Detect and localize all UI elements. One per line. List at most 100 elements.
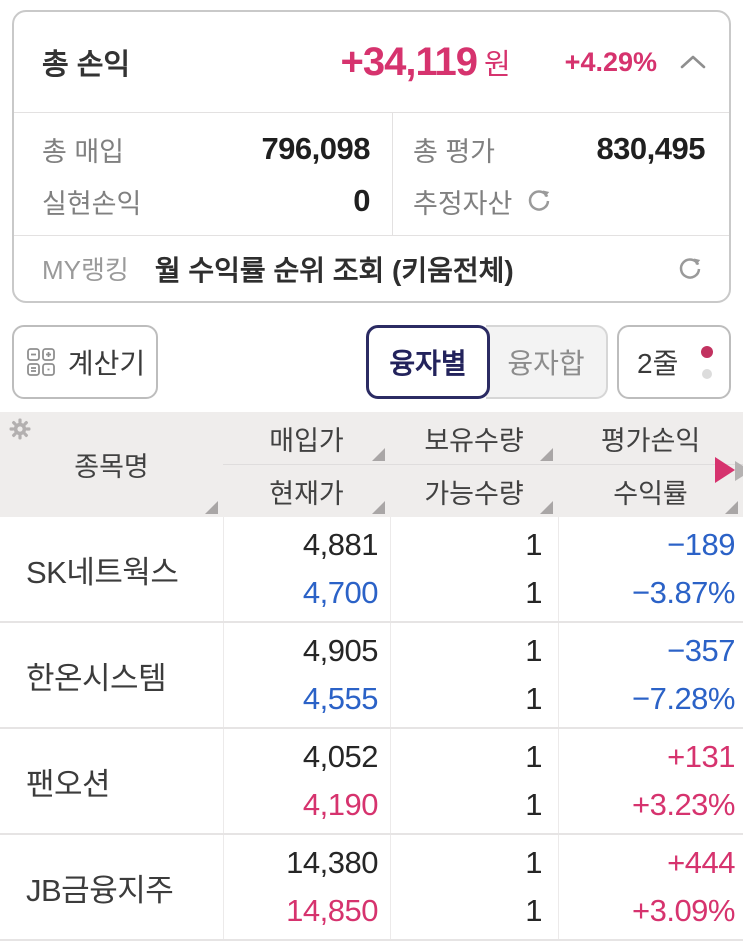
divider <box>14 112 729 113</box>
hold-qty: 1 <box>525 739 542 774</box>
total-eval-line: 총 평가 830,495 <box>413 123 705 175</box>
tab-loan-total[interactable]: 융자합 <box>486 325 608 399</box>
avail-qty: 1 <box>525 893 542 928</box>
hold-qty: 1 <box>525 845 542 880</box>
header-return-rate[interactable]: 수익률 <box>558 465 743 517</box>
sort-indicator-icon <box>372 448 385 461</box>
refresh-icon[interactable] <box>524 186 554 216</box>
pl-cell: −357 −7.28% <box>558 623 743 727</box>
buy-price: 14,380 <box>286 845 378 880</box>
pl-cell: −189 −3.87% <box>558 517 743 621</box>
table-row[interactable]: 팬오션 4,052 4,190 1 1 +131 +3.23% <box>0 729 743 835</box>
holdings-table-body: SK네트웍스 4,881 4,700 1 1 −189 −3.87% 한온시스템… <box>0 517 743 948</box>
current-price: 4,555 <box>302 681 379 716</box>
row-dots-icon <box>701 345 713 379</box>
header-stock-name-label: 종목명 <box>74 452 149 482</box>
header-current-price[interactable]: 현재가 <box>223 465 390 517</box>
est-asset-line: 추정자산 <box>413 175 705 227</box>
total-buy-value: 796,098 <box>261 131 370 166</box>
pl-cell: +444 +3.09% <box>558 835 743 939</box>
realized-pl-label: 실현손익 <box>42 188 142 219</box>
summary-grid: 총 매입 796,098 실현손익 0 총 평가 830,495 추정자산 <box>14 113 729 235</box>
loan-view-segmented-control: 융자별 융자합 <box>366 325 608 399</box>
hold-qty: 1 <box>525 527 542 562</box>
sort-indicator-icon <box>372 501 385 514</box>
realized-pl-value: 0 <box>353 183 370 218</box>
total-pl-percent: +4.29% <box>564 46 657 77</box>
header-pl-column: 평가손익 수익률 <box>558 412 743 517</box>
buy-price: 4,052 <box>302 739 379 774</box>
eval-pl: −357 <box>667 633 735 668</box>
calculator-icon <box>25 346 57 378</box>
scroll-more-columns-icon[interactable] <box>715 457 735 483</box>
return-rate: −3.87% <box>631 575 736 610</box>
refresh-icon[interactable] <box>675 254 705 284</box>
total-pl-value: +34,119 <box>340 39 477 84</box>
scroll-more-columns-gray-icon <box>735 461 743 481</box>
next-row-sliver <box>0 941 743 948</box>
sort-indicator-icon <box>540 501 553 514</box>
header-eval-pl-label: 평가손익 <box>600 425 701 456</box>
stock-name: SK네트웍스 <box>26 554 179 590</box>
header-price-column: 매입가 현재가 <box>223 412 390 517</box>
header-current-price-label: 현재가 <box>269 478 344 509</box>
eval-pl: −189 <box>667 527 735 562</box>
gear-icon[interactable] <box>8 417 32 441</box>
my-ranking-title: 월 수익률 순위 조회 (키움전체) <box>154 254 514 286</box>
summary-right-column: 총 평가 830,495 추정자산 <box>392 113 729 235</box>
return-rate: −7.28% <box>631 681 736 716</box>
eval-pl: +131 <box>667 739 735 774</box>
total-eval-value: 830,495 <box>596 131 705 166</box>
avail-qty: 1 <box>525 575 542 610</box>
avail-qty: 1 <box>525 787 542 822</box>
eval-pl: +444 <box>667 845 735 880</box>
header-stock-name[interactable]: 종목명 <box>0 412 223 517</box>
sort-indicator-icon <box>205 501 218 514</box>
price-cell: 4,905 4,555 <box>223 623 390 727</box>
price-cell: 14,380 14,850 <box>223 835 390 939</box>
return-rate: +3.09% <box>631 893 736 928</box>
header-avail-qty-label: 가능수량 <box>424 478 524 509</box>
total-buy-line: 총 매입 796,098 <box>42 123 370 175</box>
stock-name: 한온시스템 <box>26 660 167 696</box>
total-pl-row[interactable]: 총 손익 +34,119 원 +4.29% <box>14 12 729 112</box>
quantity-cell: 1 1 <box>390 623 558 727</box>
total-pl-label: 총 손익 <box>42 49 131 81</box>
summary-left-column: 총 매입 796,098 실현손익 0 <box>14 113 392 235</box>
header-eval-pl[interactable]: 평가손익 <box>558 412 743 465</box>
stock-name: 팬오션 <box>26 766 111 802</box>
table-row[interactable]: JB금융지주 14,380 14,850 1 1 +444 +3.09% <box>0 835 743 941</box>
summary-card: 총 손익 +34,119 원 +4.29% 총 매입 796,098 실현손익 … <box>12 10 731 303</box>
toolbar-spacer <box>158 325 366 399</box>
stock-name: JB금융지주 <box>26 872 174 908</box>
pl-cell: +131 +3.23% <box>558 729 743 833</box>
table-row[interactable]: 한온시스템 4,905 4,555 1 1 −357 −7.28% <box>0 623 743 729</box>
est-asset-label: 추정자산 <box>413 188 513 219</box>
buy-price: 4,881 <box>302 527 379 562</box>
price-cell: 4,881 4,700 <box>223 517 390 621</box>
buy-price: 4,905 <box>302 633 379 668</box>
calculator-button[interactable]: 계산기 <box>12 325 158 399</box>
price-cell: 4,052 4,190 <box>223 729 390 833</box>
sort-indicator-icon <box>540 448 553 461</box>
row-display-toggle-button[interactable]: 2줄 <box>617 325 731 399</box>
header-avail-qty[interactable]: 가능수량 <box>390 465 558 517</box>
total-buy-label: 총 매입 <box>42 136 125 167</box>
current-price: 4,700 <box>302 575 379 610</box>
header-buy-price[interactable]: 매입가 <box>223 412 390 465</box>
holdings-table-header: 종목명 매입가 현재가 보유수량 가능수량 평가손익 수익률 <box>0 412 743 517</box>
my-ranking-label: MY랭킹 <box>42 255 129 285</box>
header-hold-qty[interactable]: 보유수량 <box>390 412 558 465</box>
header-quantity-column: 보유수량 가능수량 <box>390 412 558 517</box>
current-price: 14,850 <box>286 893 378 928</box>
return-rate: +3.23% <box>631 787 736 822</box>
table-row[interactable]: SK네트웍스 4,881 4,700 1 1 −189 −3.87% <box>0 517 743 623</box>
my-ranking-row[interactable]: MY랭킹 월 수익률 순위 조회 (키움전체) <box>14 235 729 301</box>
total-pl-unit: 원 <box>483 49 511 81</box>
header-hold-qty-label: 보유수량 <box>424 425 524 456</box>
chevron-up-icon[interactable] <box>679 53 707 71</box>
total-eval-label: 총 평가 <box>413 136 496 167</box>
tab-by-loan[interactable]: 융자별 <box>366 325 490 399</box>
hold-qty: 1 <box>525 633 542 668</box>
calculator-label: 계산기 <box>67 348 146 379</box>
